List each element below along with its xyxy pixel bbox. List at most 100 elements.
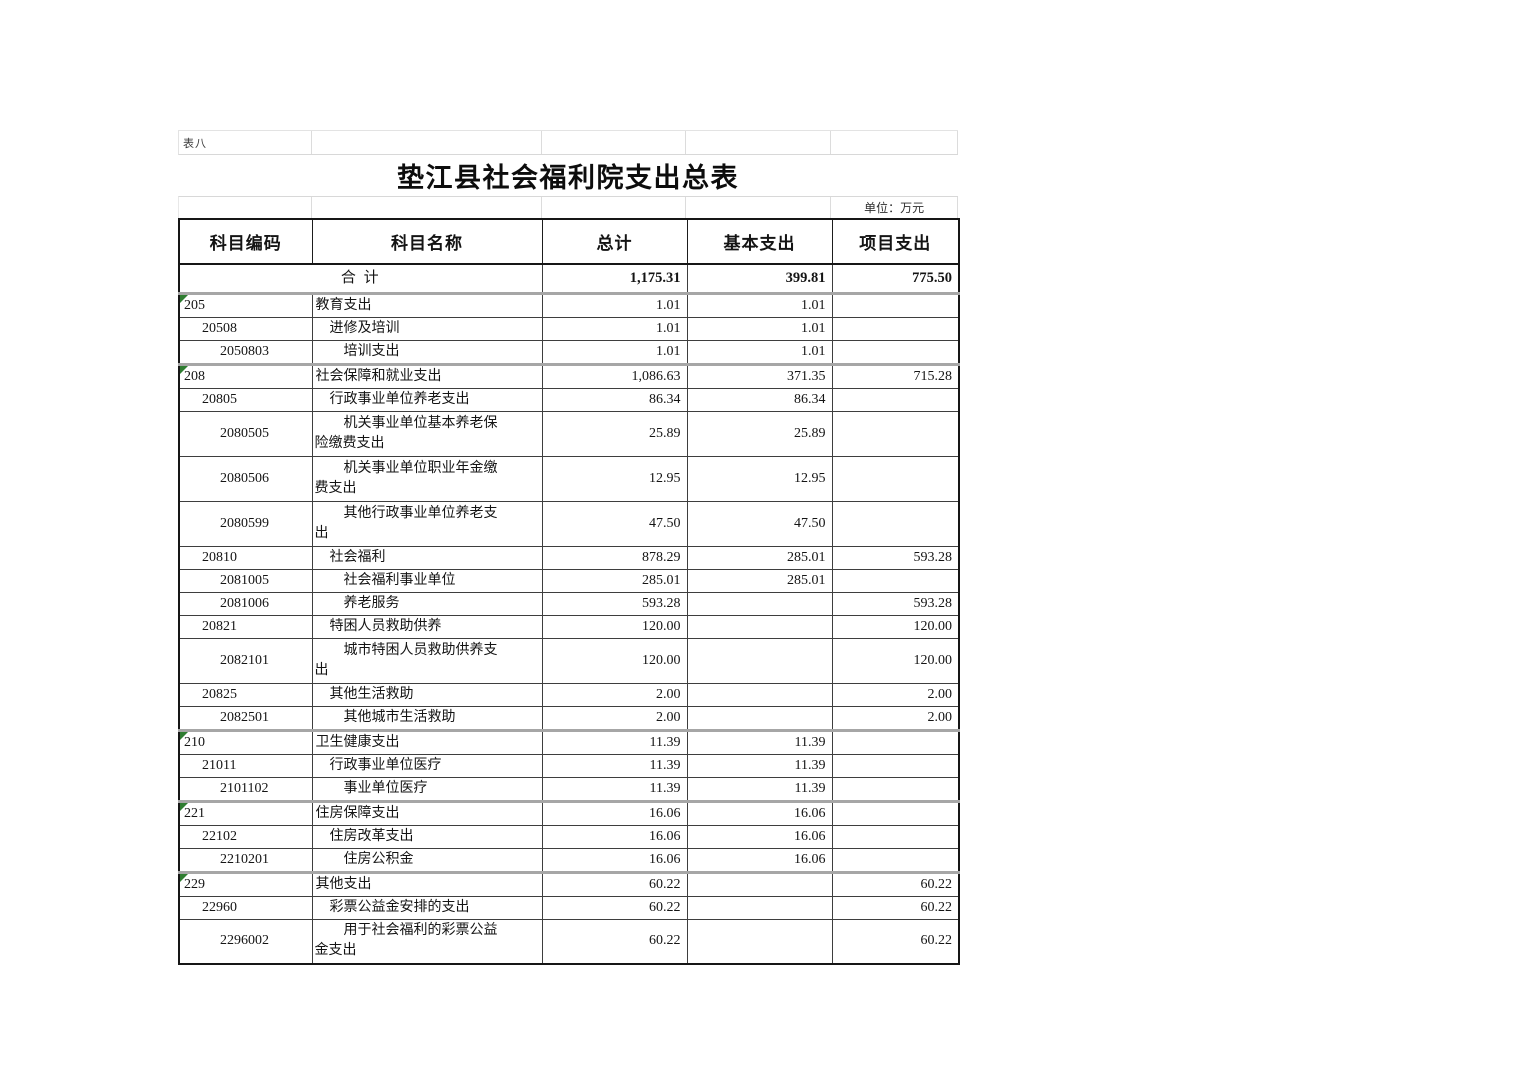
total-value-cell: 593.28 <box>541 591 688 616</box>
subject-code-cell: 2081005 <box>178 568 313 593</box>
cell-flag-triangle-icon <box>180 733 188 740</box>
basic-value-cell <box>686 637 833 684</box>
total-value-cell: 120.00 <box>541 614 688 639</box>
subject-name-cell: 进修及培训 <box>311 316 543 341</box>
subject-code-cell: 21011 <box>178 753 313 778</box>
total-value-cell: 16.06 <box>541 847 688 873</box>
subject-code: 2080505 <box>220 425 269 441</box>
subject-code: 221 <box>184 805 205 821</box>
basic-value-cell <box>686 918 833 965</box>
table-row: 210 卫生健康支出 11.39 11.39 <box>178 728 960 755</box>
basic-value-cell: 86.34 <box>686 387 833 412</box>
basic-value-cell: 285.01 <box>686 545 833 570</box>
grand-total-value: 1,175.31 <box>541 263 688 294</box>
basic-value-cell <box>686 705 833 731</box>
basic-value-cell: 16.06 <box>686 847 833 873</box>
subject-code-cell: 2080599 <box>178 500 313 547</box>
subject-code-cell: 229 <box>178 870 313 897</box>
grand-total-basic-value: 399.81 <box>686 263 833 294</box>
basic-value-cell: 47.50 <box>686 500 833 547</box>
basic-value-cell: 12.95 <box>686 455 833 502</box>
basic-value-cell: 371.35 <box>686 362 833 389</box>
subject-name-cell: 养老服务 <box>311 591 543 616</box>
project-value-cell: 593.28 <box>831 545 960 570</box>
subject-code: 208 <box>184 368 205 384</box>
col-header-project-expenditure: 项目支出 <box>831 218 960 265</box>
subject-code: 2082501 <box>220 709 269 725</box>
cell-flag-triangle-icon <box>180 875 188 882</box>
subject-code: 2101102 <box>220 780 269 796</box>
total-value-cell: 285.01 <box>541 568 688 593</box>
subject-code-cell: 22102 <box>178 824 313 849</box>
unit-note: 单位：万元 <box>864 201 925 215</box>
subject-code: 20508 <box>202 320 237 336</box>
project-value-cell <box>831 824 960 849</box>
basic-value-cell <box>686 682 833 707</box>
subject-code-cell: 20810 <box>178 545 313 570</box>
empty-grid-cell <box>686 197 832 218</box>
grand-total-project-value: 775.50 <box>831 263 960 294</box>
col-header-subject-name: 科目名称 <box>311 218 543 265</box>
unit-note-cell: 单位：万元 <box>831 197 958 218</box>
table-row: 2081005 社会福利事业单位 285.01 285.01 <box>178 568 960 593</box>
subject-name-cell: 教育支出 <box>311 291 543 318</box>
total-value-cell: 2.00 <box>541 682 688 707</box>
subject-code: 2080506 <box>220 470 269 486</box>
subject-code: 229 <box>184 876 205 892</box>
sheet-tag: 表八 <box>183 137 207 150</box>
project-value-cell: 60.22 <box>831 870 960 897</box>
subject-name-cell: 用于社会福利的彩票公益金支出 <box>311 918 543 965</box>
total-value-cell: 11.39 <box>541 728 688 755</box>
subject-code-cell: 2082501 <box>178 705 313 731</box>
subject-code: 2080599 <box>220 515 269 531</box>
subject-code: 21011 <box>202 757 237 773</box>
table-row: 22960 彩票公益金安排的支出 60.22 60.22 <box>178 895 960 920</box>
project-value-cell: 593.28 <box>831 591 960 616</box>
project-value-cell <box>831 387 960 412</box>
subject-code-cell: 2296002 <box>178 918 313 965</box>
project-value-cell <box>831 500 960 547</box>
total-value-cell: 60.22 <box>541 918 688 965</box>
table-row: 2082101 城市特困人员救助供养支出 120.00 120.00 <box>178 637 960 684</box>
subject-code-cell: 2081006 <box>178 591 313 616</box>
table-row: 2101102 事业单位医疗 11.39 11.39 <box>178 776 960 802</box>
table-row: 2050803 培训支出 1.01 1.01 <box>178 339 960 365</box>
basic-value-cell <box>686 895 833 920</box>
subject-code-cell: 2080505 <box>178 410 313 457</box>
table-row: 20508 进修及培训 1.01 1.01 <box>178 316 960 341</box>
project-value-cell: 120.00 <box>831 637 960 684</box>
project-value-cell: 715.28 <box>831 362 960 389</box>
cell-flag-triangle-icon <box>180 296 188 303</box>
subject-name-cell: 其他支出 <box>311 870 543 897</box>
table-row: 205 教育支出 1.01 1.01 <box>178 291 960 318</box>
subject-name-cell: 社会福利 <box>311 545 543 570</box>
total-value-cell: 60.22 <box>541 895 688 920</box>
table-row: 229 其他支出 60.22 60.22 <box>178 870 960 897</box>
subject-name-cell: 其他生活救助 <box>311 682 543 707</box>
subject-code: 20821 <box>202 618 237 634</box>
subject-code-cell: 2082101 <box>178 637 313 684</box>
subject-name-cell: 城市特困人员救助供养支出 <box>311 637 543 684</box>
page-title: 垫江县社会福利院支出总表 <box>397 163 739 193</box>
col-header-subject-code: 科目编码 <box>178 218 313 265</box>
subject-code: 210 <box>184 734 205 750</box>
empty-grid-cell <box>312 197 542 218</box>
project-value-cell <box>831 847 960 873</box>
subject-code: 2081005 <box>220 572 269 588</box>
table-row: 20821 特困人员救助供养 120.00 120.00 <box>178 614 960 639</box>
project-value-cell <box>831 291 960 318</box>
grand-total-label: 合 计 <box>178 263 543 294</box>
basic-value-cell <box>686 591 833 616</box>
table-row: 208 社会保障和就业支出 1,086.63 371.35 715.28 <box>178 362 960 389</box>
project-value-cell: 2.00 <box>831 682 960 707</box>
total-value-cell: 2.00 <box>541 705 688 731</box>
project-value-cell: 60.22 <box>831 918 960 965</box>
subject-code-cell: 210 <box>178 728 313 755</box>
subject-code-cell: 205 <box>178 291 313 318</box>
empty-grid-cell <box>686 131 832 154</box>
project-value-cell <box>831 776 960 802</box>
basic-value-cell: 11.39 <box>686 776 833 802</box>
subject-code: 22960 <box>202 899 237 915</box>
subject-name-cell: 住房保障支出 <box>311 799 543 826</box>
